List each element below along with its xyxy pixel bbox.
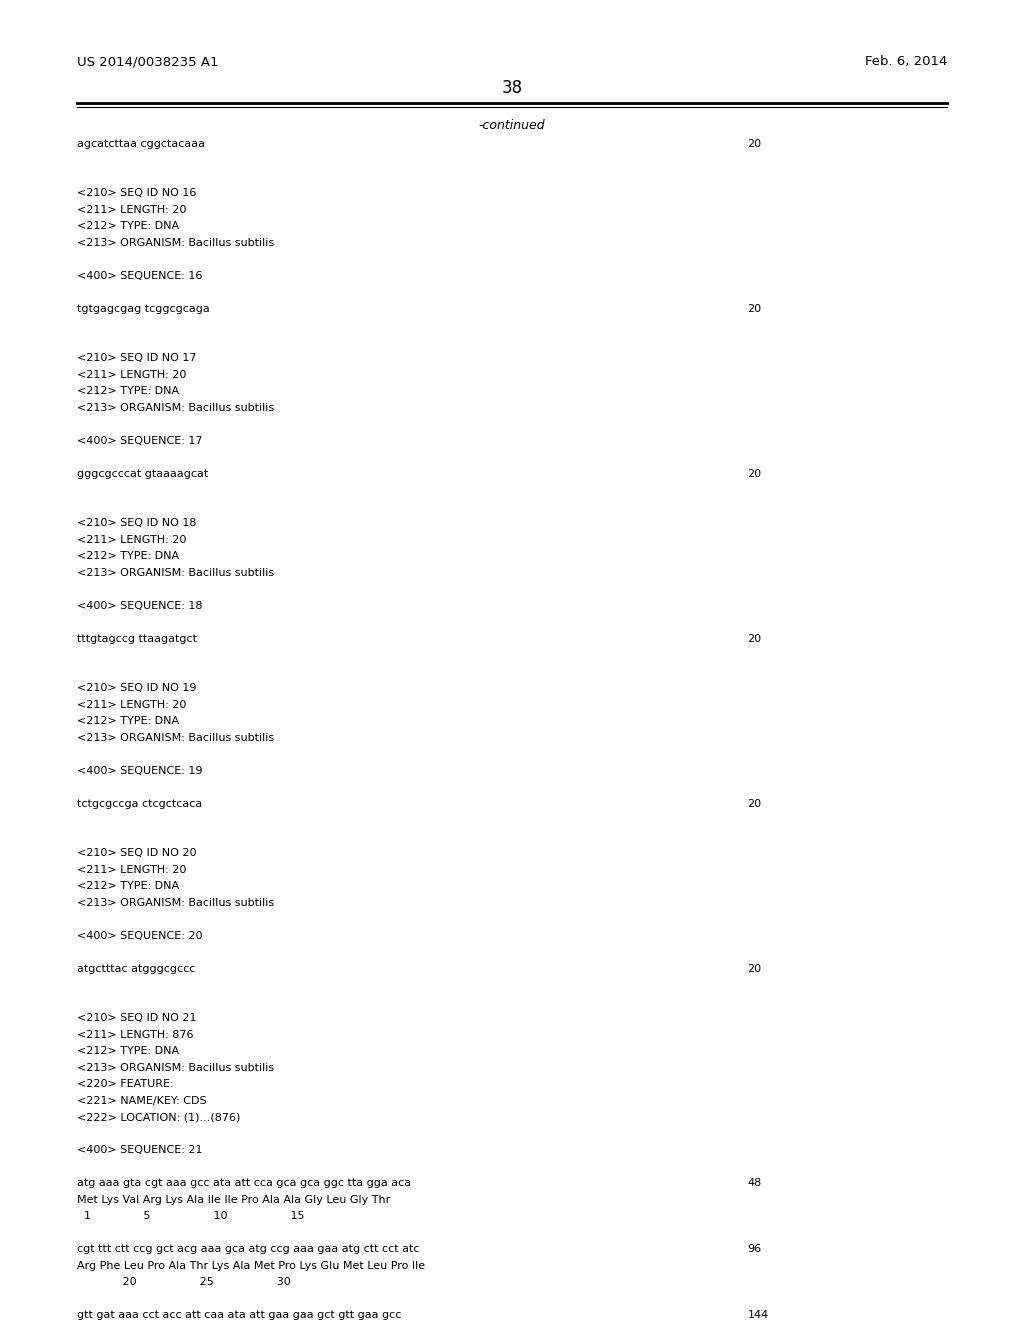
Text: tttgtagccg ttaagatgct: tttgtagccg ttaagatgct (77, 634, 197, 644)
Text: gtt gat aaa cct acc att caa ata att gaa gaa gct gtt gaa gcc: gtt gat aaa cct acc att caa ata att gaa … (77, 1309, 401, 1320)
Text: 20: 20 (748, 469, 762, 479)
Text: <212> TYPE: DNA: <212> TYPE: DNA (77, 882, 179, 891)
Text: <400> SEQUENCE: 16: <400> SEQUENCE: 16 (77, 271, 202, 281)
Text: <211> LENGTH: 20: <211> LENGTH: 20 (77, 865, 186, 875)
Text: <213> ORGANISM: Bacillus subtilis: <213> ORGANISM: Bacillus subtilis (77, 1063, 274, 1073)
Text: <212> TYPE: DNA: <212> TYPE: DNA (77, 715, 179, 726)
Text: <210> SEQ ID NO 17: <210> SEQ ID NO 17 (77, 352, 197, 363)
Text: 144: 144 (748, 1309, 769, 1320)
Text: <213> ORGANISM: Bacillus subtilis: <213> ORGANISM: Bacillus subtilis (77, 238, 274, 248)
Text: gggcgcccat gtaaaagcat: gggcgcccat gtaaaagcat (77, 469, 208, 479)
Text: <210> SEQ ID NO 20: <210> SEQ ID NO 20 (77, 847, 197, 858)
Text: <400> SEQUENCE: 20: <400> SEQUENCE: 20 (77, 931, 203, 941)
Text: <212> TYPE: DNA: <212> TYPE: DNA (77, 552, 179, 561)
Text: 20: 20 (748, 139, 762, 149)
Text: 48: 48 (748, 1179, 762, 1188)
Text: <400> SEQUENCE: 19: <400> SEQUENCE: 19 (77, 766, 203, 776)
Text: atg aaa gta cgt aaa gcc ata att cca gca gca ggc tta gga aca: atg aaa gta cgt aaa gcc ata att cca gca … (77, 1179, 411, 1188)
Text: 20: 20 (748, 634, 762, 644)
Text: <212> TYPE: DNA: <212> TYPE: DNA (77, 220, 179, 231)
Text: <210> SEQ ID NO 18: <210> SEQ ID NO 18 (77, 519, 197, 528)
Text: 20                  25                  30: 20 25 30 (77, 1278, 291, 1287)
Text: tctgcgccga ctcgctcaca: tctgcgccga ctcgctcaca (77, 799, 202, 809)
Text: <211> LENGTH: 20: <211> LENGTH: 20 (77, 535, 186, 545)
Text: <213> ORGANISM: Bacillus subtilis: <213> ORGANISM: Bacillus subtilis (77, 898, 274, 908)
Text: <213> ORGANISM: Bacillus subtilis: <213> ORGANISM: Bacillus subtilis (77, 568, 274, 578)
Text: <222> LOCATION: (1)...(876): <222> LOCATION: (1)...(876) (77, 1111, 241, 1122)
Text: Met Lys Val Arg Lys Ala Ile Ile Pro Ala Ala Gly Leu Gly Thr: Met Lys Val Arg Lys Ala Ile Ile Pro Ala … (77, 1195, 390, 1205)
Text: <213> ORGANISM: Bacillus subtilis: <213> ORGANISM: Bacillus subtilis (77, 403, 274, 413)
Text: <400> SEQUENCE: 17: <400> SEQUENCE: 17 (77, 436, 203, 446)
Text: 38: 38 (502, 79, 522, 98)
Text: 96: 96 (748, 1243, 762, 1254)
Text: Arg Phe Leu Pro Ala Thr Lys Ala Met Pro Lys Glu Met Leu Pro Ile: Arg Phe Leu Pro Ala Thr Lys Ala Met Pro … (77, 1261, 425, 1271)
Text: US 2014/0038235 A1: US 2014/0038235 A1 (77, 55, 218, 69)
Text: <212> TYPE: DNA: <212> TYPE: DNA (77, 385, 179, 396)
Text: Feb. 6, 2014: Feb. 6, 2014 (865, 55, 947, 69)
Text: cgt ttt ctt ccg gct acg aaa gca atg ccg aaa gaa atg ctt cct atc: cgt ttt ctt ccg gct acg aaa gca atg ccg … (77, 1243, 419, 1254)
Text: <210> SEQ ID NO 21: <210> SEQ ID NO 21 (77, 1014, 197, 1023)
Text: <400> SEQUENCE: 21: <400> SEQUENCE: 21 (77, 1146, 203, 1155)
Text: <213> ORGANISM: Bacillus subtilis: <213> ORGANISM: Bacillus subtilis (77, 733, 274, 743)
Text: <210> SEQ ID NO 19: <210> SEQ ID NO 19 (77, 684, 197, 693)
Text: <212> TYPE: DNA: <212> TYPE: DNA (77, 1045, 179, 1056)
Text: -continued: -continued (478, 119, 546, 132)
Text: <220> FEATURE:: <220> FEATURE: (77, 1080, 173, 1089)
Text: atgctttac atgggcgccc: atgctttac atgggcgccc (77, 964, 196, 974)
Text: <211> LENGTH: 20: <211> LENGTH: 20 (77, 370, 186, 380)
Text: 20: 20 (748, 964, 762, 974)
Text: agcatcttaa cggctacaaa: agcatcttaa cggctacaaa (77, 139, 205, 149)
Text: <210> SEQ ID NO 16: <210> SEQ ID NO 16 (77, 187, 197, 198)
Text: tgtgagcgag tcggcgcaga: tgtgagcgag tcggcgcaga (77, 304, 210, 314)
Text: 20: 20 (748, 799, 762, 809)
Text: <400> SEQUENCE: 18: <400> SEQUENCE: 18 (77, 601, 203, 611)
Text: <211> LENGTH: 20: <211> LENGTH: 20 (77, 205, 186, 215)
Text: <211> LENGTH: 20: <211> LENGTH: 20 (77, 700, 186, 710)
Text: 20: 20 (748, 304, 762, 314)
Text: 1               5                  10                  15: 1 5 10 15 (77, 1212, 304, 1221)
Text: <221> NAME/KEY: CDS: <221> NAME/KEY: CDS (77, 1096, 207, 1106)
Text: <211> LENGTH: 876: <211> LENGTH: 876 (77, 1030, 194, 1040)
